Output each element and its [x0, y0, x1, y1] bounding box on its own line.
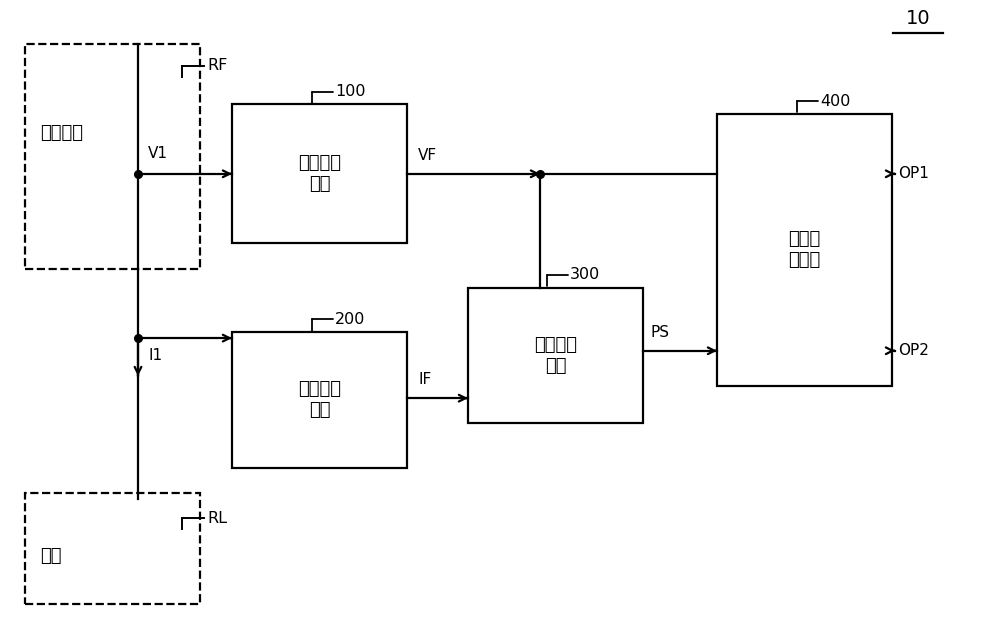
- Bar: [232, 104, 407, 243]
- Text: 射频电源: 射频电源: [40, 124, 83, 142]
- Text: I1: I1: [148, 348, 162, 363]
- Text: 信号转
换单元: 信号转 换单元: [788, 230, 821, 269]
- Text: OP2: OP2: [898, 343, 929, 358]
- Text: V1: V1: [148, 146, 168, 161]
- Text: RF: RF: [207, 58, 227, 73]
- Text: PS: PS: [650, 325, 669, 340]
- Text: 信号运算
单元: 信号运算 单元: [534, 336, 577, 375]
- Text: 100: 100: [335, 84, 366, 99]
- Text: VF: VF: [418, 148, 437, 163]
- Text: 200: 200: [335, 312, 365, 327]
- Text: 第二获取
单元: 第二获取 单元: [298, 380, 341, 419]
- Bar: [468, 288, 643, 423]
- Text: IF: IF: [418, 372, 431, 387]
- Bar: [25, 44, 200, 269]
- Text: 300: 300: [570, 267, 600, 283]
- Bar: [717, 114, 892, 386]
- Text: 第一获取
单元: 第一获取 单元: [298, 154, 341, 193]
- Text: RL: RL: [207, 511, 227, 526]
- Text: 400: 400: [820, 94, 850, 109]
- Bar: [25, 493, 200, 604]
- Text: 10: 10: [906, 9, 930, 28]
- Text: OP1: OP1: [898, 166, 929, 181]
- Bar: [232, 332, 407, 468]
- Text: 负载: 负载: [40, 547, 62, 565]
